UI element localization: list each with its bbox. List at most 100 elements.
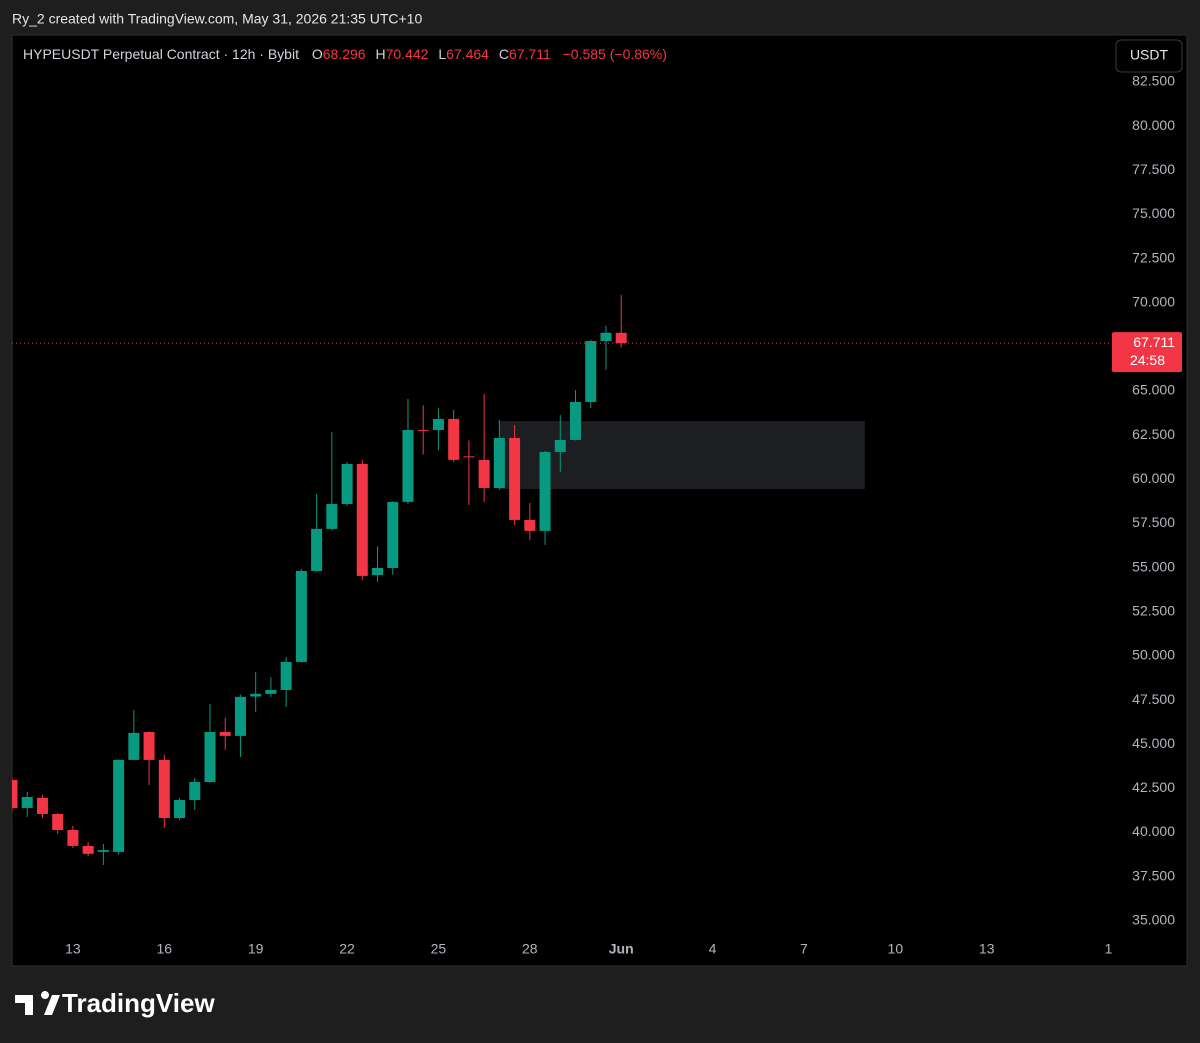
- candle-body: [524, 519, 536, 531]
- x-tick-label: 22: [339, 941, 355, 957]
- symbol-title: HYPEUSDT Perpetual Contract · 12h · Bybi…: [23, 46, 299, 62]
- candle-body: [174, 800, 186, 819]
- price-label-box: [1112, 332, 1182, 373]
- y-tick-label: 50.000: [1132, 647, 1175, 663]
- chart-pane: [11, 34, 1188, 967]
- y-tick-label: 82.500: [1132, 73, 1175, 89]
- brand-logo: TradingView: [15, 988, 215, 1018]
- legend: HYPEUSDT Perpetual Contract · 12h · Bybi…: [23, 46, 667, 62]
- candle-body: [509, 437, 521, 520]
- candle-body: [97, 850, 109, 852]
- candle-body: [387, 501, 399, 568]
- y-tick-label: 62.500: [1132, 426, 1175, 442]
- y-tick-label: 52.500: [1132, 602, 1175, 618]
- ohlc-value: 70.442: [386, 46, 429, 62]
- x-tick-label: 16: [157, 941, 173, 957]
- y-tick-label: 80.000: [1132, 117, 1175, 133]
- candle-body: [52, 813, 64, 831]
- candle-body: [189, 781, 201, 801]
- candle-body: [204, 732, 216, 782]
- candle-body: [158, 759, 170, 819]
- y-tick-label: 57.500: [1132, 514, 1175, 530]
- candle-body: [432, 418, 444, 431]
- candle-body: [448, 418, 460, 460]
- candle-body: [600, 332, 612, 342]
- y-tick-label: 35.000: [1132, 911, 1175, 927]
- candle-body: [372, 567, 384, 576]
- candle-body: [463, 456, 475, 458]
- ohlc-value: 67.464: [446, 46, 489, 62]
- candle-body: [113, 759, 125, 852]
- candle-body: [417, 429, 429, 431]
- candle-body: [539, 451, 551, 531]
- currency-button-box[interactable]: [1115, 39, 1183, 73]
- y-tick-label: 40.000: [1132, 823, 1175, 839]
- brand: TradingView: [62, 988, 215, 1018]
- attribution: Ry_2 created with TradingView.com, May 3…: [12, 11, 422, 27]
- y-tick-label: 77.500: [1132, 161, 1175, 177]
- y-tick-label: 37.500: [1132, 867, 1175, 883]
- candle-body: [570, 401, 582, 440]
- y-tick-label: 70.000: [1132, 293, 1175, 309]
- y-tick-label: 75.000: [1132, 205, 1175, 221]
- candle-body: [128, 732, 140, 760]
- candle-body: [143, 732, 155, 760]
- candle-body: [280, 661, 292, 690]
- x-tick-label: 25: [431, 941, 447, 957]
- y-tick-label: 60.000: [1132, 470, 1175, 486]
- candle-body: [36, 797, 48, 814]
- price-label: 67.711: [1133, 334, 1175, 350]
- candle-body: [341, 463, 353, 505]
- candle-body: [67, 830, 79, 846]
- y-tick-label: 42.500: [1132, 779, 1175, 795]
- y-tick-label: 65.000: [1132, 382, 1175, 398]
- zone: [499, 421, 865, 490]
- candle-body: [265, 689, 277, 694]
- ohlc-label: O: [312, 46, 323, 62]
- candle-body: [356, 463, 368, 576]
- change: −0.585 (−0.86%): [563, 46, 667, 62]
- candle-body: [250, 693, 262, 697]
- y-tick-label: 45.000: [1132, 735, 1175, 751]
- price-axis: 35.000 37.500 40.000 42.500 45.000 47.500 50.0…: [1132, 73, 1175, 928]
- candle-body: [554, 439, 566, 452]
- candle-body: [219, 732, 231, 736]
- x-tick-label: 13: [979, 941, 995, 957]
- candle-body: [326, 504, 338, 529]
- ohlc-value: 68.296: [323, 46, 366, 62]
- ohlc-label: C: [499, 46, 509, 62]
- candle-body: [615, 332, 627, 344]
- y-tick-label: 47.500: [1132, 691, 1175, 707]
- logo-mark: [15, 991, 60, 1015]
- candle-body: [585, 341, 597, 402]
- y-tick-label: 55.000: [1132, 558, 1175, 574]
- countdown: 24:58: [1130, 352, 1165, 368]
- candle-body: [493, 437, 505, 488]
- ohlc-value: 67.711: [509, 46, 551, 62]
- candle-body: [311, 528, 323, 571]
- y-tick-label: 72.500: [1132, 249, 1175, 265]
- x-tick-label: 10: [888, 941, 904, 957]
- plot: [12, 294, 1110, 865]
- candle-body: [478, 459, 490, 488]
- candle-body: [234, 696, 246, 736]
- candle-body: [21, 797, 33, 808]
- currency[interactable]: USDT: [1130, 47, 1169, 63]
- candle-body: [295, 570, 307, 662]
- candle-body: [12, 779, 18, 808]
- ohlc-label: H: [375, 46, 385, 62]
- currency-button[interactable]: USDT: [1115, 39, 1183, 73]
- x-tick-label: 13: [65, 941, 81, 957]
- x-tick-label: 1: [1105, 941, 1113, 957]
- ohlc-label: L: [438, 46, 446, 62]
- x-tick-label: 4: [709, 941, 717, 957]
- x-tick-label: 7: [800, 941, 808, 957]
- candle-body: [82, 845, 94, 854]
- x-tick-label: 28: [522, 941, 538, 957]
- x-tick-label: 19: [248, 941, 264, 957]
- candle-body: [402, 430, 414, 502]
- x-tick-label: Jun: [609, 941, 634, 957]
